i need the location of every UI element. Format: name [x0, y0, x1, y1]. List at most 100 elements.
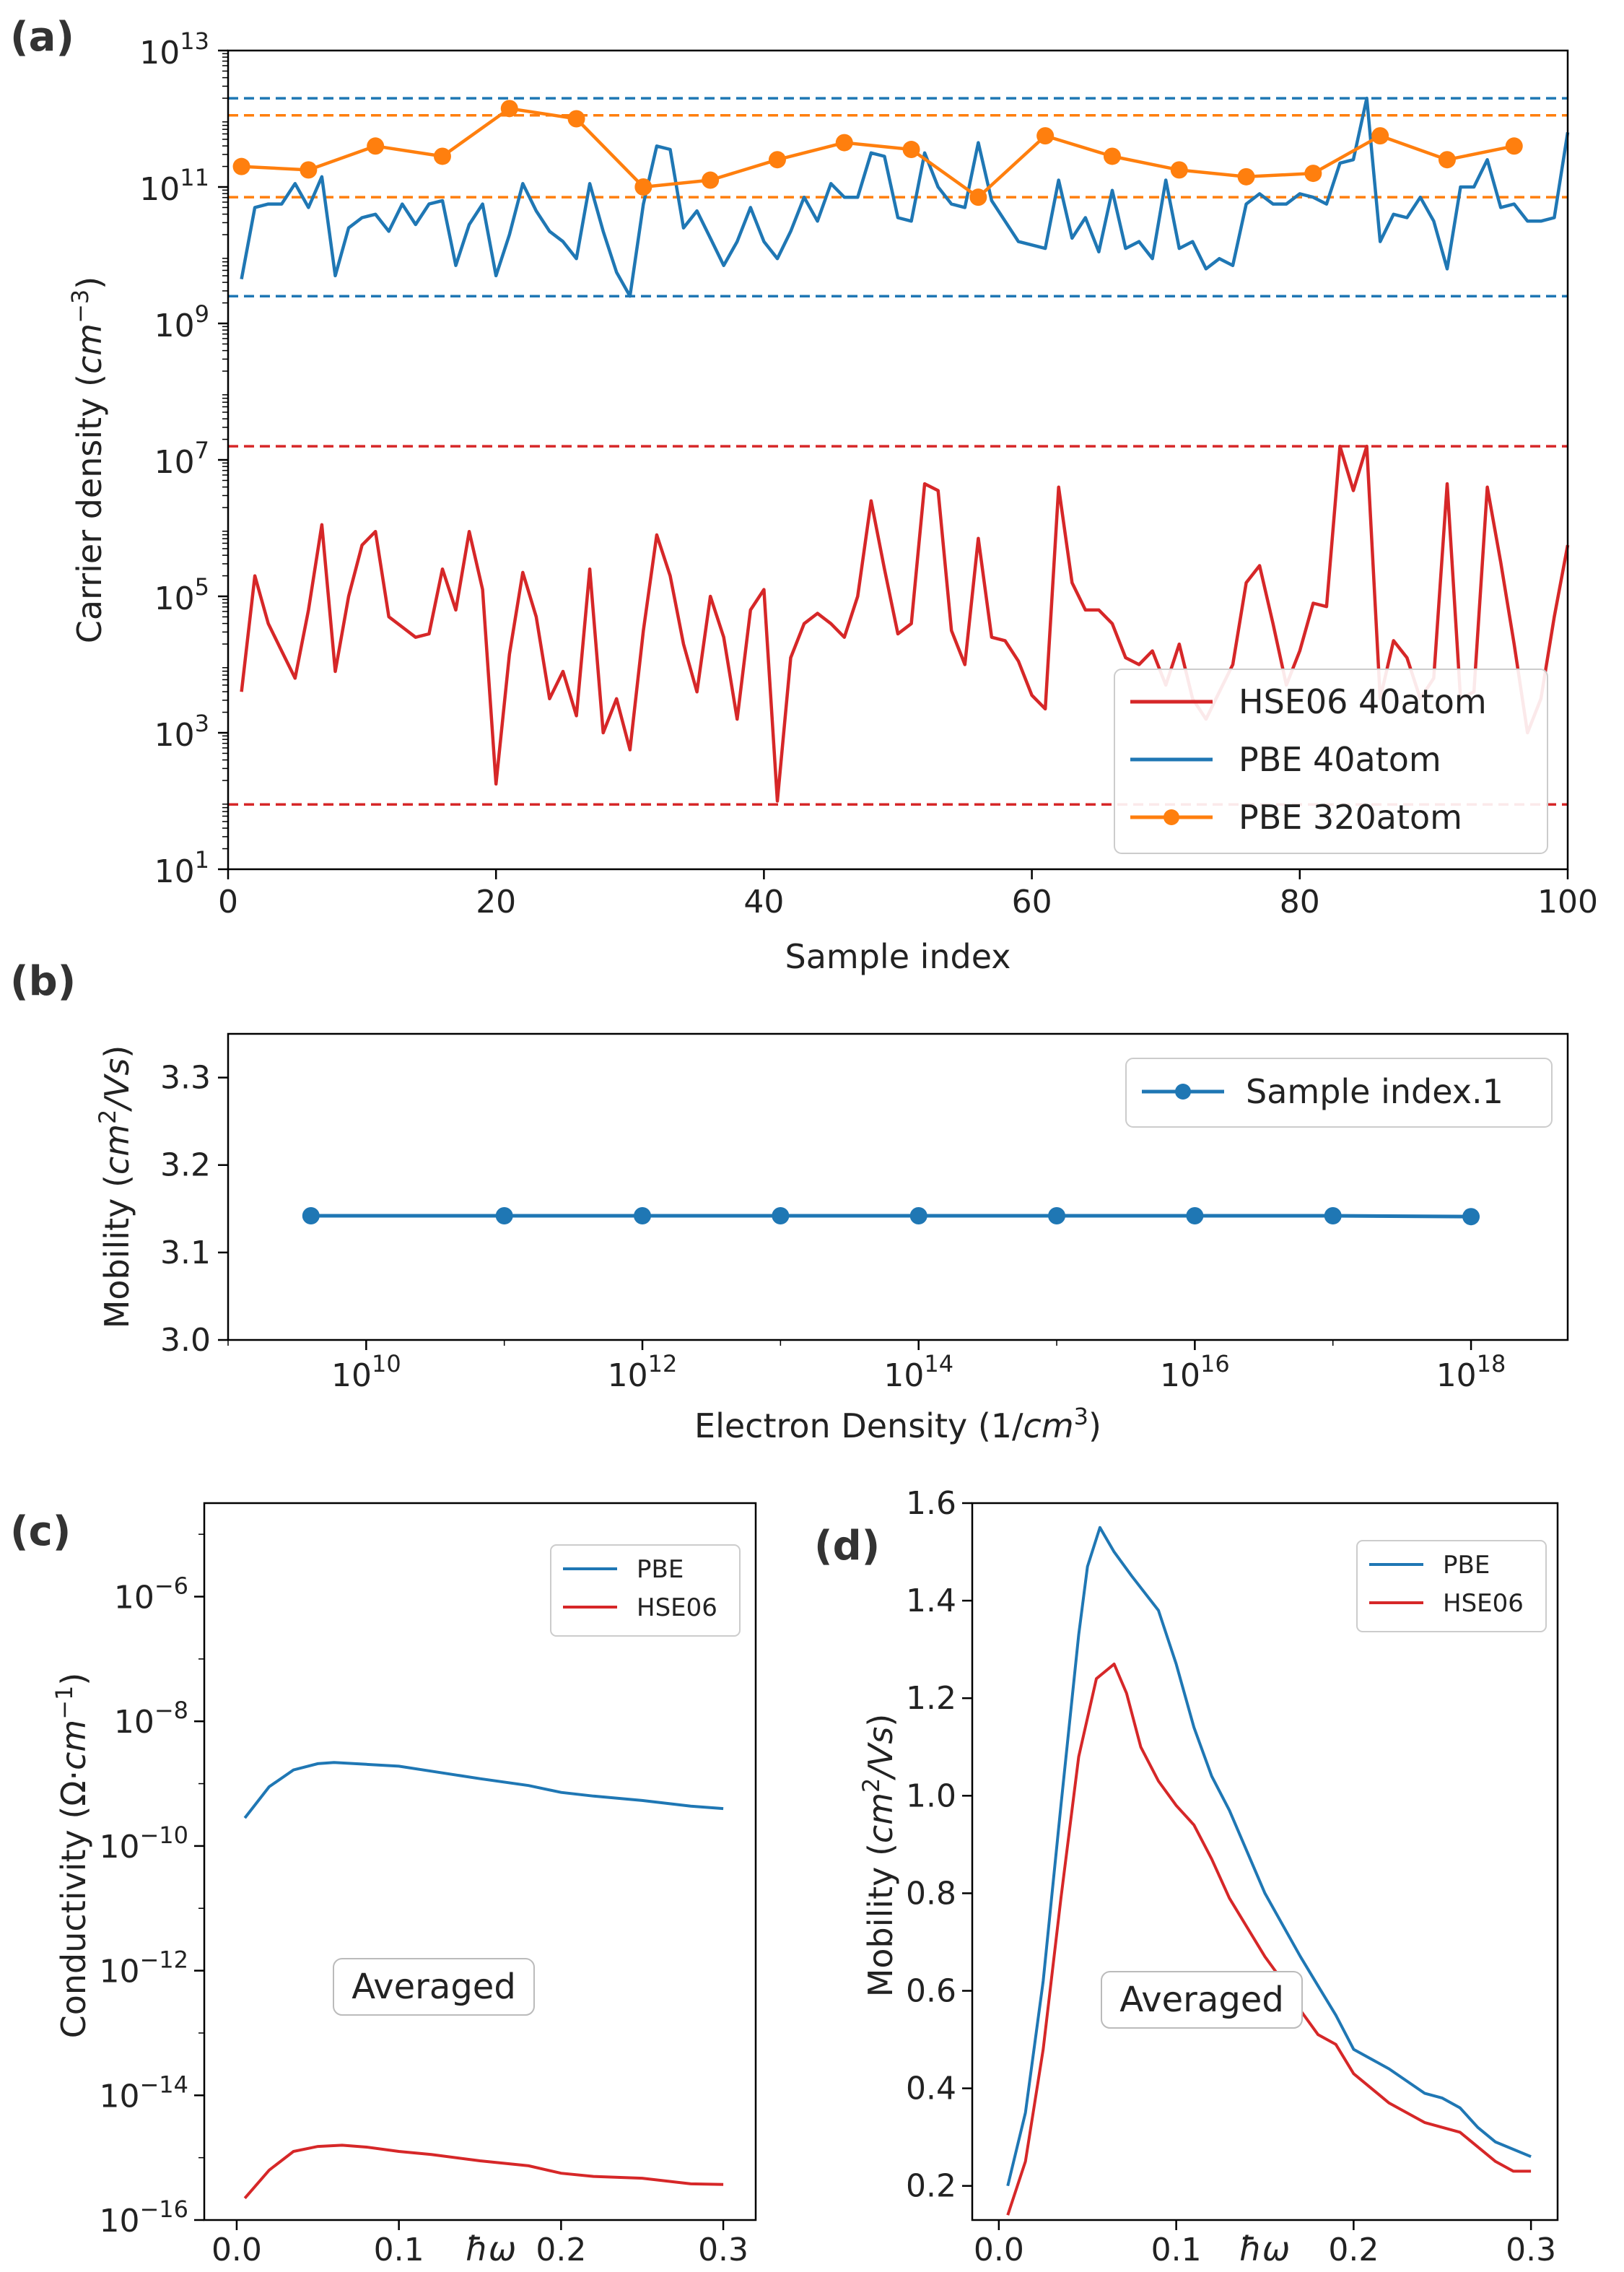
panel-d-xtick-label: 0.2 — [1328, 2232, 1379, 2268]
pbe-320atom-point — [300, 161, 318, 179]
panel-b-xlabel: Electron Density (1/cm3) — [694, 1403, 1101, 1445]
panel-c-ytick-label: 10−16 — [99, 2195, 188, 2240]
series-line-hse06-c — [243, 2143, 724, 2200]
pbe-320atom-point — [634, 178, 652, 196]
sample-index-1-point — [634, 1206, 652, 1224]
series-line-hse06-40atom — [240, 444, 1570, 803]
panel-c-xtick-label: 0.1 — [374, 2232, 424, 2268]
pbe-320atom-point — [902, 141, 920, 159]
panel-d-ytick-label: 1.2 — [906, 1680, 956, 1717]
pbe-320atom-point — [1036, 127, 1055, 145]
pbe-320atom-point — [1170, 161, 1188, 179]
panel-a-ytick-label: 101 — [154, 846, 209, 890]
panel-b-xtick-label: 1018 — [1436, 1350, 1506, 1394]
panel-a-xtick-label: 80 — [1280, 884, 1320, 920]
panel-d-xtick-label: 0.3 — [1506, 2232, 1556, 2268]
panel-d-ytick-label: 1.4 — [906, 1583, 956, 1619]
panel-d-legend: PBE HSE06 — [1356, 1540, 1547, 1632]
panel-b-xtick-label: 1010 — [331, 1350, 401, 1394]
panel-b-ylabel: Mobility (cm2/Vs) — [94, 1045, 136, 1329]
pbe-320atom-point — [1505, 137, 1523, 155]
panel-b-frame — [227, 1032, 1569, 1341]
panel-a-xtick-label: 20 — [476, 884, 516, 920]
pbe-320atom-point — [1237, 167, 1255, 186]
panel-d-ytick-label: 0.6 — [906, 1973, 956, 2010]
panel-a-ytick-label: 1013 — [139, 27, 209, 71]
panel-c-conductivity: (c) 0.0 0.1 0.2 0.3 10−6 10−8 10−10 10−12 10−14… — [10, 1502, 757, 2268]
panel-b-ytick-label: 3.0 — [160, 1322, 211, 1359]
panel-a-ytick-label: 103 — [154, 710, 209, 754]
panel-a-xtick-label: 100 — [1537, 884, 1598, 920]
panel-c-frame — [203, 1502, 757, 2221]
panel-b-ytick-label: 3.3 — [160, 1060, 211, 1097]
panel-d-xtick-label: 0.1 — [1151, 2232, 1202, 2268]
panel-a-ytick-label: 1011 — [139, 164, 209, 208]
panel-d-frame — [971, 1502, 1559, 2221]
pbe-320atom-point — [969, 188, 987, 206]
sample-index-1-point — [772, 1206, 790, 1224]
panel-c-xtick-label: 0.3 — [698, 2232, 748, 2268]
panel-b-label: (b) — [10, 958, 76, 1005]
panel-c-label: (c) — [10, 1508, 71, 1555]
legend-label-pbe-d: PBE — [1443, 1551, 1490, 1580]
panel-d-label: (d) — [814, 1523, 880, 1570]
panel-c-ytick-label: 10−8 — [114, 1697, 188, 1741]
pbe-320atom-point — [500, 100, 518, 118]
panel-d-ytick-label: 0.4 — [906, 2071, 956, 2107]
panel-a-ytick-label: 107 — [154, 437, 209, 481]
panel-a-ylabel: Carrier density (cm−3) — [66, 277, 109, 643]
pbe-320atom-point — [768, 151, 786, 169]
panel-a-ytick-label: 109 — [154, 300, 209, 344]
panel-d-xlabel: ħω — [1239, 2229, 1290, 2268]
legend-label-pbe-320atom: PBE 320atom — [1239, 798, 1462, 837]
panel-d-annotation: Averaged — [1119, 1980, 1284, 2020]
panel-a-label: (a) — [10, 14, 74, 61]
legend-label-pbe-40atom: PBE 40atom — [1239, 740, 1441, 779]
panel-c-xtick-label: 0.2 — [536, 2232, 586, 2268]
panel-c-xtick-label: 0.0 — [211, 2232, 262, 2268]
pbe-320atom-point — [232, 157, 250, 175]
pbe-320atom-point — [1438, 151, 1456, 169]
panel-a-xtick-label: 0 — [218, 884, 238, 920]
panel-b-legend-box — [1125, 1058, 1553, 1128]
panel-d-ylabel: Mobility (cm2/Vs) — [857, 1714, 900, 1998]
panel-b-xtick-label: 1014 — [883, 1350, 953, 1394]
panel-a-carrier-density: (a) 0 20 40 60 80 100 101 103 105 107 109 1011 1013… — [10, 14, 1598, 976]
pbe-320atom-point — [702, 171, 720, 189]
legend-label-sample-index-1: Sample index.1 — [1246, 1072, 1503, 1111]
panel-d-ytick-label: 0.8 — [906, 1875, 956, 1912]
panel-b-xtick-label: 1012 — [608, 1350, 678, 1394]
panel-c-annotation-box — [333, 1958, 535, 2016]
legend-label-hse06-40atom: HSE06 40atom — [1239, 682, 1487, 721]
series-line-pbe-d — [1006, 1525, 1532, 2187]
pbe-320atom-point — [835, 134, 853, 152]
panel-c-ytick-label: 10−10 — [99, 1821, 188, 1866]
panel-d-ytick-label: 0.2 — [906, 2168, 956, 2205]
series-line-pbe-40atom — [240, 96, 1570, 298]
panel-d-ytick-label: 1.0 — [906, 1777, 956, 1814]
panel-d-xtick-label: 0.0 — [974, 2232, 1024, 2268]
panel-b-legend: Sample index.1 — [1125, 1058, 1553, 1128]
panel-a-xtick-label: 40 — [743, 884, 784, 920]
pbe-320atom-point — [1371, 127, 1389, 145]
legend-marker-sample-index-1 — [1175, 1084, 1191, 1100]
panel-b-ytick-label: 3.1 — [160, 1235, 211, 1271]
sample-index-1-point — [909, 1206, 927, 1224]
panel-d-ytick-label: 1.6 — [906, 1485, 956, 1522]
panel-c-ytick-label: 10−6 — [114, 1572, 188, 1616]
panel-b-mobility-vs-density: (b) 1010 1012 1014 1016 1018 3.0 3.1 3.2 3.3 El… — [10, 958, 1569, 1445]
legend-marker-pbe-320atom — [1164, 809, 1179, 825]
sample-index-1-point — [1324, 1206, 1342, 1224]
panel-a-legend-box — [1114, 669, 1548, 854]
panel-b-ytick-label: 3.2 — [160, 1147, 211, 1184]
panel-c-ytick-label: 10−12 — [99, 1946, 188, 1990]
legend-label-pbe-c: PBE — [637, 1555, 684, 1584]
panel-d-mobility-vs-energy: (d) 0.0 0.1 0.2 0.3 0.2 0.4 0.6 0.8 1.0 1.2 1.4 1.… — [814, 1485, 1559, 2268]
pbe-320atom-point — [567, 110, 585, 128]
panel-c-ytick-label: 10−14 — [99, 2071, 188, 2115]
series-line-hse06-d — [1006, 1662, 1532, 2216]
legend-label-hse06-c: HSE06 — [637, 1593, 717, 1622]
pbe-320atom-point — [1304, 165, 1322, 183]
pbe-320atom-point — [1103, 147, 1121, 165]
